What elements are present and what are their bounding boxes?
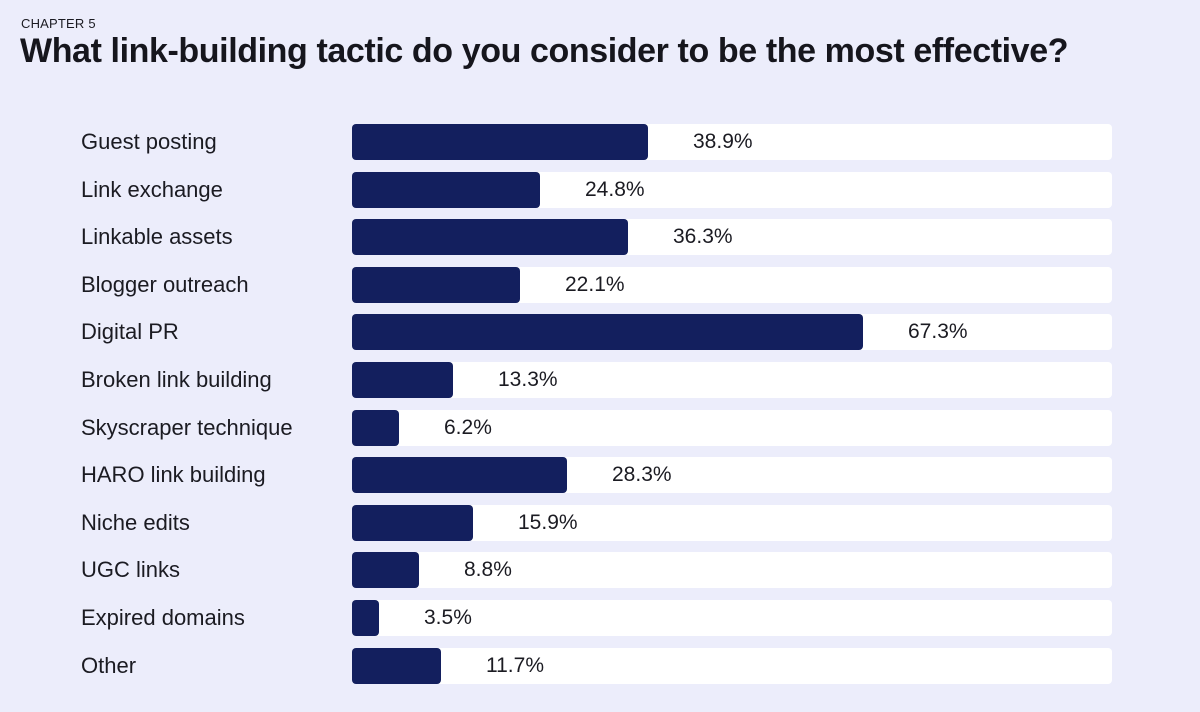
bar bbox=[352, 647, 441, 684]
bar bbox=[352, 599, 379, 636]
value-label: 36.3% bbox=[673, 225, 733, 249]
bar-row: Guest posting 38.9% bbox=[0, 124, 1200, 160]
bar-row: Broken link building 13.3% bbox=[0, 361, 1200, 398]
bar bbox=[352, 409, 399, 446]
bar-row: Blogger outreach 22.1% bbox=[0, 266, 1200, 303]
bar-row: Niche edits 15.9% bbox=[0, 504, 1200, 541]
value-label: 11.7% bbox=[486, 653, 544, 677]
bar-row: Other 11.7% bbox=[0, 647, 1200, 684]
category-label: Broken link building bbox=[81, 366, 272, 392]
bar-track: 3.5% bbox=[352, 599, 1112, 636]
bar bbox=[352, 219, 628, 256]
bar-track: 28.3% bbox=[352, 457, 1112, 494]
value-label: 6.2% bbox=[444, 415, 492, 439]
bar-row: Link exchange 24.8% bbox=[0, 171, 1200, 208]
bar-row: Linkable assets 36.3% bbox=[0, 219, 1200, 256]
chart-title: What link-building tactic do you conside… bbox=[20, 32, 1069, 70]
category-label: Niche edits bbox=[81, 509, 190, 535]
bar-track: 11.7% bbox=[352, 647, 1112, 684]
category-label: Guest posting bbox=[81, 129, 217, 154]
bar bbox=[352, 552, 419, 589]
category-label: Linkable assets bbox=[81, 224, 233, 250]
bar-row: Skyscraper technique 6.2% bbox=[0, 409, 1200, 446]
value-label: 22.1% bbox=[565, 272, 625, 296]
bar-track: 38.9% bbox=[352, 124, 1112, 160]
bar-track: 36.3% bbox=[352, 219, 1112, 256]
bar-track: 15.9% bbox=[352, 504, 1112, 541]
bar-row: Expired domains 3.5% bbox=[0, 599, 1200, 636]
value-label: 3.5% bbox=[424, 605, 472, 629]
bar-track: 6.2% bbox=[352, 409, 1112, 446]
bar-track: 24.8% bbox=[352, 171, 1112, 208]
bar bbox=[352, 361, 453, 398]
value-label: 38.9% bbox=[693, 130, 753, 153]
category-label: Other bbox=[81, 652, 137, 678]
category-label: HARO link building bbox=[81, 462, 266, 488]
value-label: 13.3% bbox=[498, 367, 558, 391]
value-label: 67.3% bbox=[908, 320, 968, 344]
value-label: 8.8% bbox=[464, 558, 512, 582]
bar-chart: Guest posting 38.9% Link exchange 24.8% Link… bbox=[0, 124, 1200, 695]
bar bbox=[352, 457, 567, 494]
bar-row: HARO link building 28.3% bbox=[0, 457, 1200, 494]
category-label: Skyscraper technique bbox=[81, 414, 293, 440]
bar-track: 8.8% bbox=[352, 552, 1112, 589]
value-label: 24.8% bbox=[585, 177, 645, 201]
category-label: UGC links bbox=[81, 557, 181, 583]
bar bbox=[352, 266, 520, 303]
bar-row: Digital PR 67.3% bbox=[0, 314, 1200, 351]
bar-row: UGC links 8.8% bbox=[0, 552, 1200, 589]
bar bbox=[352, 124, 648, 160]
value-label: 28.3% bbox=[612, 463, 672, 487]
category-label: Digital PR bbox=[81, 319, 179, 345]
bar bbox=[352, 314, 863, 351]
category-label: Link exchange bbox=[81, 176, 223, 202]
value-label: 15.9% bbox=[518, 510, 578, 534]
bar bbox=[352, 504, 473, 541]
bar-track: 22.1% bbox=[352, 266, 1112, 303]
category-label: Expired domains bbox=[81, 604, 245, 630]
bar-track: 67.3% bbox=[352, 314, 1112, 351]
bar bbox=[352, 171, 540, 208]
category-label: Blogger outreach bbox=[81, 271, 249, 297]
bar-track: 13.3% bbox=[352, 361, 1112, 398]
chapter-label: CHAPTER 5 bbox=[21, 16, 96, 31]
